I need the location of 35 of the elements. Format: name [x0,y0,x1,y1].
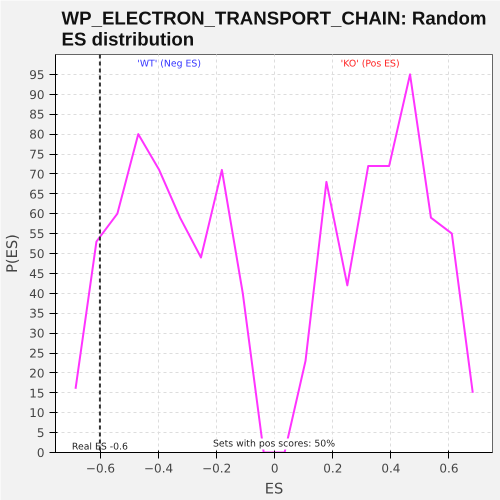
y-tick-label: 50 [29,247,45,261]
annotation: Sets with pos scores: 50% [212,438,336,450]
y-tick-label: 85 [29,108,45,122]
y-tick-label: 40 [29,286,45,301]
annotation: 'WT' (Neg ES) [137,58,201,70]
y-axis-title: P(ES) [4,234,22,273]
y-tick-label: 60 [29,207,45,222]
y-tick-label: 0 [36,446,45,460]
y-tick-label: 20 [29,366,45,380]
y-tick-label: 95 [29,68,45,82]
chart-title: WP_ELECTRON_TRANSPORT_CHAIN: Random ES distribution [62,8,486,50]
y-tick-label: 75 [29,148,45,162]
y-tick-label: 55 [29,227,45,242]
y-tick-label: 30 [29,326,45,341]
x-tick-label: 0.4 [381,462,400,476]
y-tick-label: 35 [29,306,45,321]
x-tick-label: −0.2 [202,462,232,476]
x-tick-label: 0.2 [323,462,342,476]
y-tick-label: 10 [29,406,45,420]
ref-line-label: Real ES -0.6 [72,442,128,452]
y-tick-label: 70 [29,167,45,182]
x-axis-title: ES [264,480,284,498]
x-tick-label: −0.6 [86,462,116,476]
line-series [74,73,474,452]
y-tick-label: 80 [29,128,45,142]
x-tick-label: 0 [270,462,279,476]
y-tick-label: 90 [29,88,45,102]
x-tick-label: −0.4 [144,462,174,476]
y-tick-label: 25 [29,346,45,360]
x-tick-label: 0.6 [439,462,458,476]
y-tick-label: 45 [29,266,45,281]
y-tick-label: 5 [36,426,45,440]
annotation: 'KO' (Pos ES) [340,58,400,70]
y-tick-label: 15 [29,386,45,400]
y-tick-label: 65 [29,187,45,202]
